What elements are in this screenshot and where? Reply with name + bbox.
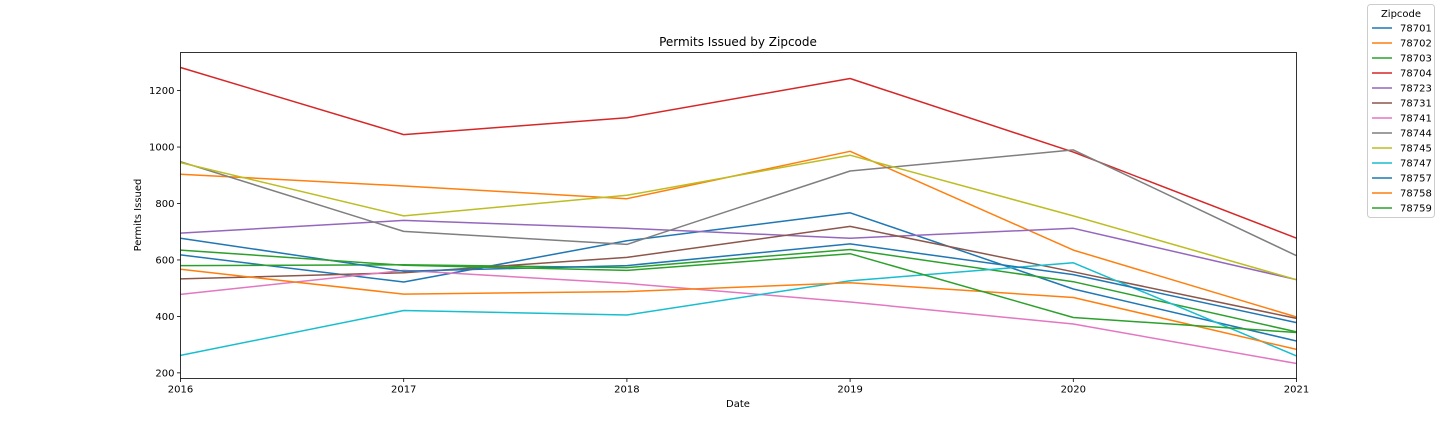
y-tick-label: 1000 [149, 143, 174, 154]
series-line-78701 [180, 212, 1297, 342]
series-line-78704 [180, 66, 1297, 239]
legend-label-78702: 78702 [1400, 39, 1432, 50]
x-tick-label: 2017 [391, 385, 416, 396]
y-tick-label: 1200 [149, 86, 174, 97]
y-tick-label: 600 [155, 255, 174, 266]
series-line-78757 [180, 237, 1297, 324]
series-line-78723 [180, 219, 1297, 281]
legend-label-78758: 78758 [1400, 189, 1432, 200]
legend-label-78757: 78757 [1400, 174, 1432, 185]
x-tick-label: 2018 [614, 385, 639, 396]
x-axis-label: Date [726, 399, 750, 410]
legend-label-78747: 78747 [1400, 159, 1432, 170]
x-axis: 2016 2017 2018 2019 2020 2021 [168, 378, 1309, 396]
series-line-78744 [180, 149, 1297, 257]
legend-items: 78701 78702 78703 78704 78723 78731 78741 78744… [1372, 24, 1432, 215]
legend-label-78701: 78701 [1400, 24, 1432, 35]
plot-area-frame [180, 52, 1297, 379]
series-line-78758 [180, 268, 1297, 351]
y-tick-label: 200 [155, 368, 174, 379]
series-line-78745 [180, 154, 1297, 281]
x-tick-label: 2020 [1061, 385, 1086, 396]
legend-box [1367, 4, 1435, 218]
series-line-78703 [180, 248, 1297, 333]
y-axis: 200 400 600 800 1000 1200 [149, 86, 181, 379]
series-line-78759 [180, 249, 1297, 334]
x-tick-label: 2021 [1284, 385, 1309, 396]
legend-title: Zipcode [1381, 9, 1421, 20]
legend-label-78759: 78759 [1400, 204, 1432, 215]
y-axis-label: Permits Issued [133, 179, 144, 252]
legend-label-78744: 78744 [1400, 129, 1432, 140]
y-tick-label: 800 [155, 199, 174, 210]
series-line-78741 [180, 269, 1297, 365]
y-tick-label: 400 [155, 312, 174, 323]
legend-label-78723: 78723 [1400, 84, 1432, 95]
legend: Zipcode 78701787027870378704787237873178… [1367, 4, 1435, 218]
legend-label-78741: 78741 [1400, 114, 1432, 125]
x-tick-label: 2016 [168, 385, 193, 396]
legend-label-78731: 78731 [1400, 99, 1432, 110]
series-lines [180, 66, 1297, 365]
legend-label-78703: 78703 [1400, 54, 1432, 65]
series-line-78747 [180, 262, 1297, 357]
legend-label-78704: 78704 [1400, 69, 1432, 80]
legend-label-78745: 78745 [1400, 144, 1432, 155]
chart-title: Permits Issued by Zipcode [659, 35, 817, 49]
x-tick-label: 2019 [837, 385, 862, 396]
